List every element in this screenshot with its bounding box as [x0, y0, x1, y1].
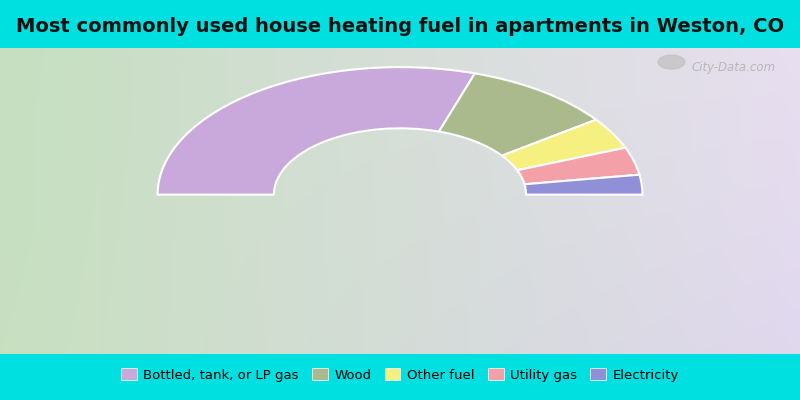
Text: City-Data.com: City-Data.com	[692, 61, 776, 74]
Circle shape	[658, 55, 685, 69]
Wedge shape	[502, 120, 626, 170]
Wedge shape	[158, 67, 475, 195]
Text: Most commonly used house heating fuel in apartments in Weston, CO: Most commonly used house heating fuel in…	[16, 17, 784, 36]
Wedge shape	[518, 148, 639, 184]
Wedge shape	[439, 73, 596, 156]
Wedge shape	[525, 175, 642, 195]
Legend: Bottled, tank, or LP gas, Wood, Other fuel, Utility gas, Electricity: Bottled, tank, or LP gas, Wood, Other fu…	[115, 362, 685, 387]
